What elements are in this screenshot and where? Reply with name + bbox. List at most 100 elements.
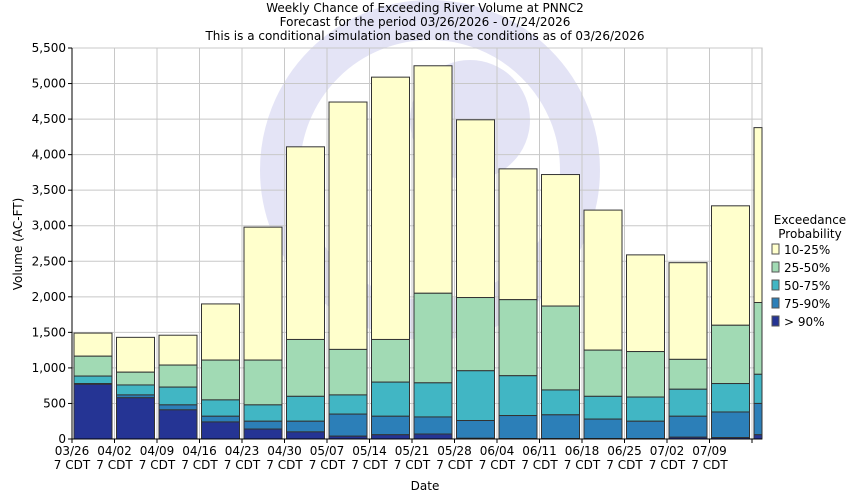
- x-tick-sublabel: 7 CDT: [96, 458, 133, 472]
- bar-segment: [413, 433, 453, 440]
- x-tick-label: 06/18: [565, 444, 600, 458]
- x-tick-sublabel: 7 CDT: [309, 458, 346, 472]
- bar-segment: [626, 420, 665, 440]
- x-tick-label: 05/14: [352, 444, 387, 458]
- x-tick-label: 06/11: [522, 444, 557, 458]
- legend-swatch: [771, 297, 780, 309]
- legend-swatch: [771, 261, 780, 273]
- bar-segment: [413, 65, 453, 294]
- bar-segment: [371, 76, 410, 340]
- bar-segment: [201, 303, 240, 361]
- chart-subtitle: Forecast for the period 03/26/2026 - 07/…: [280, 15, 571, 29]
- bar-segment: [243, 428, 283, 440]
- legend-swatch: [771, 243, 780, 255]
- bar-segment: [328, 413, 368, 437]
- bar-segment: [158, 404, 198, 411]
- legend-title: Probability: [778, 227, 841, 241]
- bar-segment: [711, 205, 750, 326]
- bar-segment: [371, 434, 410, 440]
- chart-subtitle-2: This is a conditional simulation based o…: [204, 29, 644, 43]
- bar-segment: [626, 396, 665, 422]
- y-tick-label: 2,500: [32, 254, 66, 268]
- bar-segment: [116, 371, 155, 386]
- legend-label: 50-75%: [784, 279, 830, 293]
- x-tick-sublabel: 7 CDT: [649, 458, 686, 472]
- bar-segment: [753, 373, 763, 404]
- y-tick-label: 3,000: [32, 219, 66, 233]
- y-tick-label: 5,000: [32, 77, 66, 91]
- x-tick-label: 05/28: [437, 444, 472, 458]
- bar-segment: [158, 364, 198, 388]
- bar-segment: [753, 127, 763, 304]
- bar-segment: [668, 262, 708, 360]
- bar-segment: [711, 383, 750, 413]
- bar-segment: [583, 395, 623, 420]
- bar-segment: [116, 384, 155, 396]
- x-tick-sublabel: 7 CDT: [606, 458, 643, 472]
- x-tick-sublabel: 7 CDT: [266, 458, 303, 472]
- bar-segment: [201, 359, 240, 401]
- bar-segment: [711, 324, 750, 385]
- bar-segment: [73, 332, 113, 357]
- y-tick-label: 1,500: [32, 325, 66, 339]
- bar-segment: [371, 415, 410, 436]
- bar-segment: [541, 389, 580, 416]
- bar-segment: [243, 404, 283, 422]
- y-tick-label: 4,000: [32, 148, 66, 162]
- y-tick-label: 5,500: [32, 41, 66, 55]
- x-tick-sublabel: 7 CDT: [436, 458, 473, 472]
- bar-segment: [286, 146, 325, 340]
- y-tick-label: 3,500: [32, 183, 66, 197]
- bar-segment: [158, 334, 198, 366]
- bar-segment: [456, 370, 495, 422]
- bar-segment: [286, 431, 325, 440]
- bar-segment: [328, 348, 368, 396]
- bar-segment: [456, 119, 495, 299]
- bar-segment: [583, 209, 623, 351]
- y-tick-label: 4,500: [32, 112, 66, 126]
- bar-segment: [753, 302, 763, 375]
- bar-segment: [498, 168, 538, 301]
- bar-segment: [583, 418, 623, 440]
- x-tick-label: 04/02: [97, 444, 132, 458]
- bar-segment: [668, 358, 708, 390]
- bar-segment: [626, 351, 665, 398]
- bar-segment: [456, 297, 495, 372]
- bar-segment: [243, 359, 283, 406]
- x-tick-label: 04/23: [225, 444, 260, 458]
- bar-segment: [243, 226, 283, 361]
- y-tick-label: 500: [43, 396, 66, 410]
- bar-segment: [73, 383, 113, 440]
- bar-segment: [583, 349, 623, 397]
- bar-segment: [753, 434, 763, 440]
- x-tick-label: 04/30: [267, 444, 302, 458]
- bar-segment: [73, 375, 113, 385]
- x-tick-label: 05/07: [310, 444, 345, 458]
- y-tick-label: 0: [58, 432, 66, 446]
- bar-segment: [116, 397, 155, 440]
- bar-segment: [286, 338, 325, 397]
- bar-segment: [286, 395, 325, 422]
- bar-segment: [498, 375, 538, 417]
- bar-segment: [286, 420, 325, 433]
- bar-segment: [73, 355, 113, 377]
- legend-swatch: [771, 315, 780, 327]
- bar-segment: [498, 299, 538, 377]
- bar-segment: [116, 336, 155, 373]
- legend-label: 75-90%: [784, 297, 830, 311]
- x-axis-label: Date: [411, 479, 440, 493]
- bar-segment: [243, 420, 283, 430]
- bar-segment: [668, 415, 708, 438]
- chart-title: Weekly Chance of Exceeding River Volume …: [266, 1, 584, 15]
- y-axis-label: Volume (AC-FT): [11, 198, 25, 291]
- x-tick-sublabel: 7 CDT: [394, 458, 431, 472]
- x-tick-sublabel: 7 CDT: [351, 458, 388, 472]
- bar-segment: [371, 381, 410, 417]
- x-tick-label: 04/09: [140, 444, 175, 458]
- x-tick-label: 06/25: [607, 444, 642, 458]
- x-tick-sublabel: 7 CDT: [224, 458, 261, 472]
- x-tick-label: 06/04: [480, 444, 515, 458]
